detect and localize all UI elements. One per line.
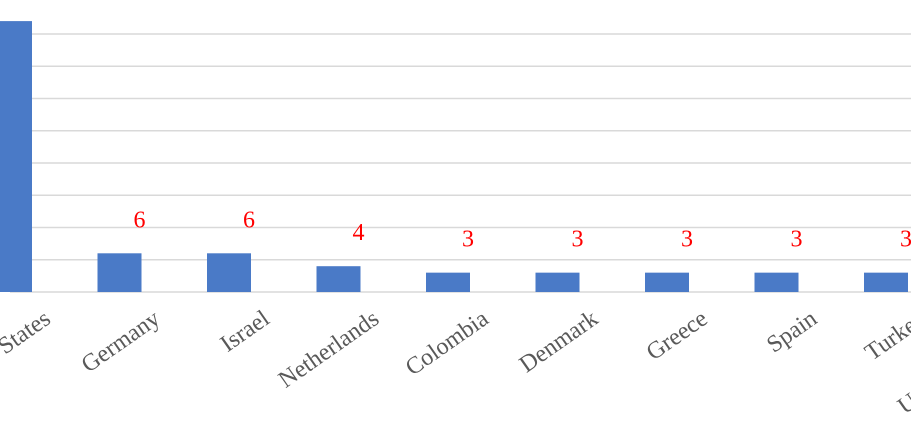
data-label: 3 [572,227,584,253]
bar-united-states [0,21,32,292]
x-tick-label: Denmark [515,306,603,379]
data-label: 6 [243,207,255,233]
gridlines [10,33,911,293]
bar-spain [754,272,799,292]
data-label: 3 [900,227,911,253]
x-tick-label: Spain [762,306,822,359]
x-tick-label: Israel [216,305,275,357]
x-tick-label: Colombia [401,305,494,381]
bar-denmark [535,272,580,292]
x-tick-label: Germany [77,306,165,379]
x-tick-labels: United States Germany Israel Netherlands Col… [0,305,911,419]
data-label: 3 [681,227,693,253]
data-labels: 664333333 [134,207,911,252]
data-label: 6 [134,207,146,233]
bar-netherlands [316,266,361,292]
x-tick-label: Netherlands [274,306,384,394]
data-label: 3 [462,227,474,253]
bars [0,21,908,292]
bar-greece [645,272,689,292]
data-label: 4 [353,220,365,246]
bar-israel [207,253,251,292]
x-tick-label: Turkey [860,306,911,367]
x-tick-label: Greece [642,306,713,366]
bar-colombia [426,272,470,292]
data-label: 3 [791,227,803,253]
bar-germany [97,253,142,292]
x-tick-label: United States [0,306,55,401]
bar-turkey [864,272,908,292]
